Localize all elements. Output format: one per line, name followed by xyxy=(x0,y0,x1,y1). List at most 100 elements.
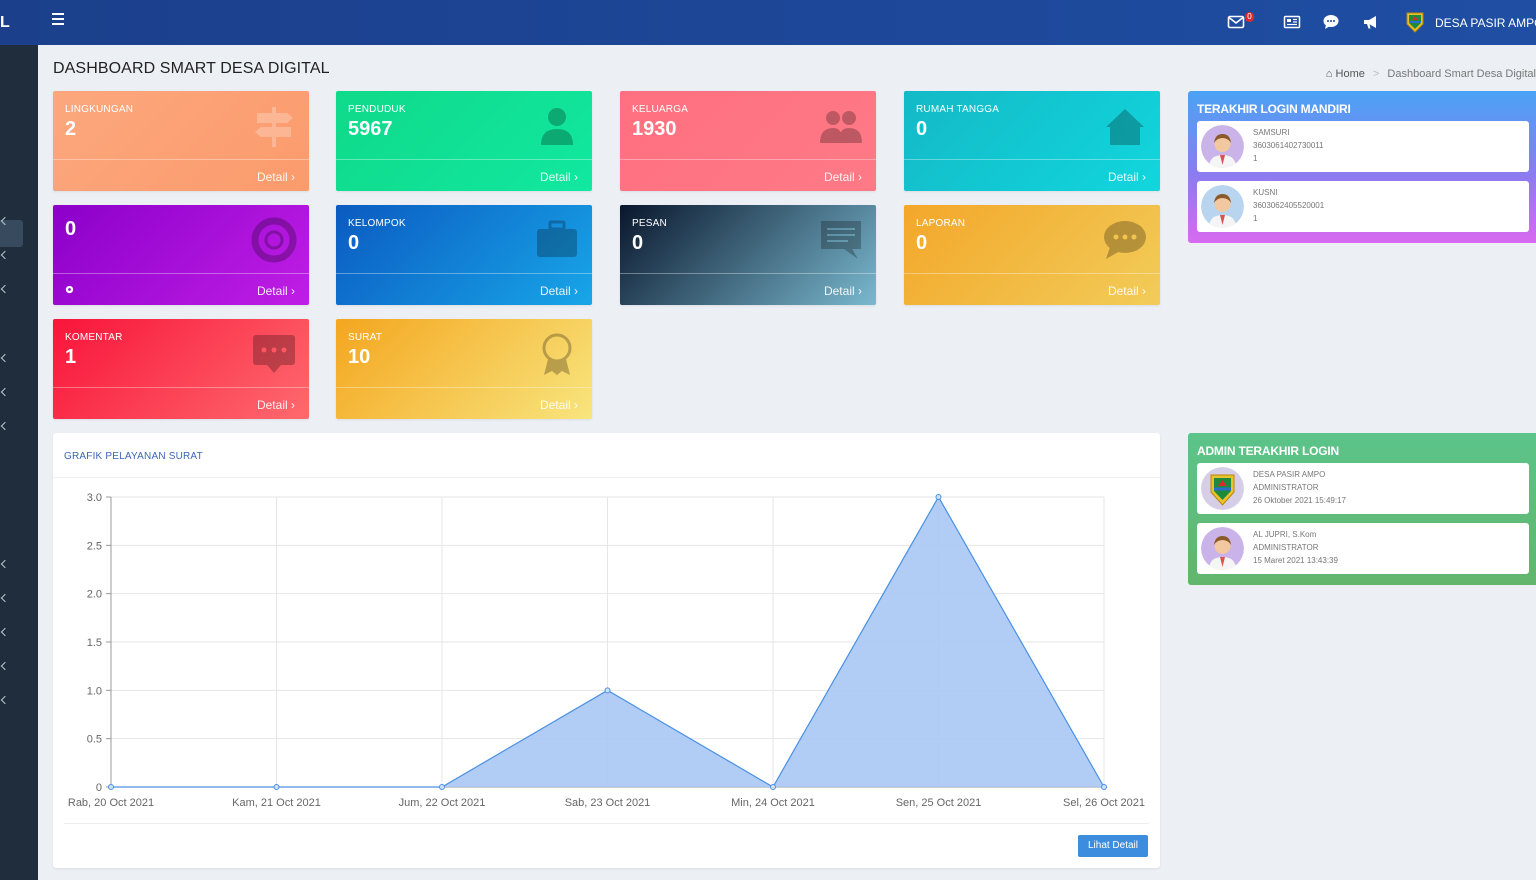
stat-divider xyxy=(904,159,1160,160)
chart-panel: GRAFIK PELAYANAN SURAT 0 0.5 1.0 1.5 2.0 2.5 3… xyxy=(53,433,1160,868)
chart-y-tick-label: 0.5 xyxy=(87,734,102,746)
signpost-icon xyxy=(255,107,293,147)
user-nik: 3603061402730011 xyxy=(1253,141,1324,150)
stat-value: 5967 xyxy=(348,118,393,140)
chevron-left-icon[interactable] xyxy=(0,593,10,603)
chart-area-fill xyxy=(111,497,1104,787)
home-icon xyxy=(1106,109,1144,145)
admin-user-card[interactable]: AL JUPRI, S.Kom ADMINISTRATOR 15 Maret 2… xyxy=(1197,523,1529,574)
chevron-left-icon[interactable] xyxy=(0,353,10,363)
chevron-left-icon[interactable] xyxy=(0,250,10,260)
avatar xyxy=(1201,185,1244,228)
stat-value: 1930 xyxy=(632,118,677,140)
bullhorn-icon[interactable] xyxy=(1362,13,1380,31)
detail-link[interactable]: Detail › xyxy=(823,170,862,184)
stat-divider xyxy=(53,273,309,274)
detail-link[interactable]: Detail › xyxy=(1107,284,1146,298)
chart-x-tick-label: Sab, 23 Oct 2021 xyxy=(565,797,651,809)
stat-label: PENDUDUK xyxy=(348,104,406,115)
detail-link[interactable]: Detail › xyxy=(256,284,295,298)
stat-value: 0 xyxy=(65,218,77,240)
detail-link[interactable]: Detail › xyxy=(256,398,295,412)
admin-user-card[interactable]: DESA PASIR AMPO ADMINISTRATOR 26 Oktober… xyxy=(1197,463,1529,514)
detail-link[interactable]: Detail › xyxy=(539,284,578,298)
sidebar-item-active[interactable] xyxy=(0,220,23,247)
chart-x-tick-label: Sel, 26 Oct 2021 xyxy=(1063,797,1145,809)
stat-value: 0 xyxy=(916,118,928,140)
comment-icon[interactable] xyxy=(1322,13,1340,31)
stat-box-surat: SURAT 10 Detail › xyxy=(336,319,592,419)
sidebar xyxy=(0,45,38,880)
chart-x-tick-label: Rab, 20 Oct 2021 xyxy=(68,797,154,809)
award-icon xyxy=(542,333,572,375)
chart-x-tick-label: Jum, 22 Oct 2021 xyxy=(399,797,486,809)
admin-login-time: 15 Maret 2021 13:43:39 xyxy=(1253,556,1338,565)
message-icon xyxy=(821,221,861,259)
detail-link[interactable]: Detail › xyxy=(1107,170,1146,184)
newspaper-icon[interactable] xyxy=(1283,13,1301,31)
chart-y-tick-label: 1.0 xyxy=(87,685,102,697)
chart-point xyxy=(108,784,114,790)
stat-label: SURAT xyxy=(348,332,383,343)
village-logo-icon[interactable] xyxy=(1405,11,1425,33)
stat-value: 2 xyxy=(65,118,77,140)
detail-link[interactable]: Detail › xyxy=(256,170,295,184)
stat-label: LINGKUNGAN xyxy=(65,104,134,115)
chevron-left-icon[interactable] xyxy=(0,627,10,637)
stat-divider xyxy=(336,387,592,388)
user-extra: 1 xyxy=(1253,214,1258,223)
detail-link[interactable]: Detail › xyxy=(539,398,578,412)
stat-label: PESAN xyxy=(632,218,667,229)
home-icon[interactable]: ⌂ xyxy=(1325,68,1333,80)
stat-divider xyxy=(336,159,592,160)
menu-icon[interactable] xyxy=(52,13,64,25)
stat-label: KELOMPOK xyxy=(348,218,406,229)
breadcrumb-home[interactable]: Home xyxy=(1335,68,1365,80)
chart-y-tick-label: 3.0 xyxy=(87,492,102,504)
stat-box-laporan: LAPORAN 0 Detail › xyxy=(904,205,1160,305)
stat-divider xyxy=(336,273,592,274)
chart-y-tick-label: 2.0 xyxy=(87,589,102,601)
stat-divider xyxy=(53,159,309,160)
stat-divider xyxy=(620,159,876,160)
chart-point xyxy=(935,494,942,500)
stat-value: 0 xyxy=(632,232,644,254)
user-name: KUSNI xyxy=(1253,188,1278,197)
lifebuoy-icon xyxy=(251,217,297,263)
village-name[interactable]: DESA PASIR AMPO xyxy=(1435,16,1536,30)
stat-label: LAPORAN xyxy=(916,218,966,229)
chart-title: GRAFIK PELAYANAN SURAT xyxy=(64,451,203,462)
comment-dots-icon xyxy=(253,335,295,373)
user-icon xyxy=(541,108,573,145)
chart-point xyxy=(1101,784,1107,790)
stat-value: 1 xyxy=(65,346,77,368)
chevron-left-icon[interactable] xyxy=(0,695,10,705)
stat-box-penduduk: PENDUDUK 5967 Detail › xyxy=(336,91,592,191)
chart-point xyxy=(439,784,445,790)
chevron-left-icon[interactable] xyxy=(0,559,10,569)
detail-link[interactable]: Detail › xyxy=(823,284,862,298)
brand-logo-text[interactable]: L xyxy=(0,14,10,31)
chevron-left-icon[interactable] xyxy=(0,421,10,431)
admin-name: DESA PASIR AMPO xyxy=(1253,470,1326,479)
stat-value: 0 xyxy=(348,232,360,254)
chevron-left-icon[interactable] xyxy=(0,661,10,671)
chart-point xyxy=(273,784,280,790)
view-detail-button[interactable]: Lihat Detail xyxy=(1077,835,1148,857)
detail-link[interactable]: Detail › xyxy=(539,170,578,184)
envelope-icon[interactable] xyxy=(1227,13,1245,31)
admin-role: ADMINISTRATOR xyxy=(1253,483,1319,492)
stat-box-kelompok: KELOMPOK 0 Detail › xyxy=(336,205,592,305)
chart-point xyxy=(770,784,776,790)
chart-panel-header: GRAFIK PELAYANAN SURAT xyxy=(53,433,1160,478)
breadcrumb: ⌂ Home > Dashboard Smart Desa Digital xyxy=(1326,68,1536,80)
login-mandiri-panel: TERAKHIR LOGIN MANDIRI SAMSURI 360306140… xyxy=(1188,91,1536,243)
login-user-card[interactable]: KUSNI 3603062405520001 1 xyxy=(1197,181,1529,232)
chevron-left-icon[interactable] xyxy=(0,284,10,294)
stat-value: 10 xyxy=(348,346,371,368)
chevron-left-icon[interactable] xyxy=(0,387,10,397)
stat-box-program: 0 Detail › xyxy=(53,205,309,305)
user-name: SAMSURI xyxy=(1253,128,1290,137)
login-user-card[interactable]: SAMSURI 3603061402730011 1 xyxy=(1197,121,1529,172)
avatar xyxy=(1201,527,1244,570)
